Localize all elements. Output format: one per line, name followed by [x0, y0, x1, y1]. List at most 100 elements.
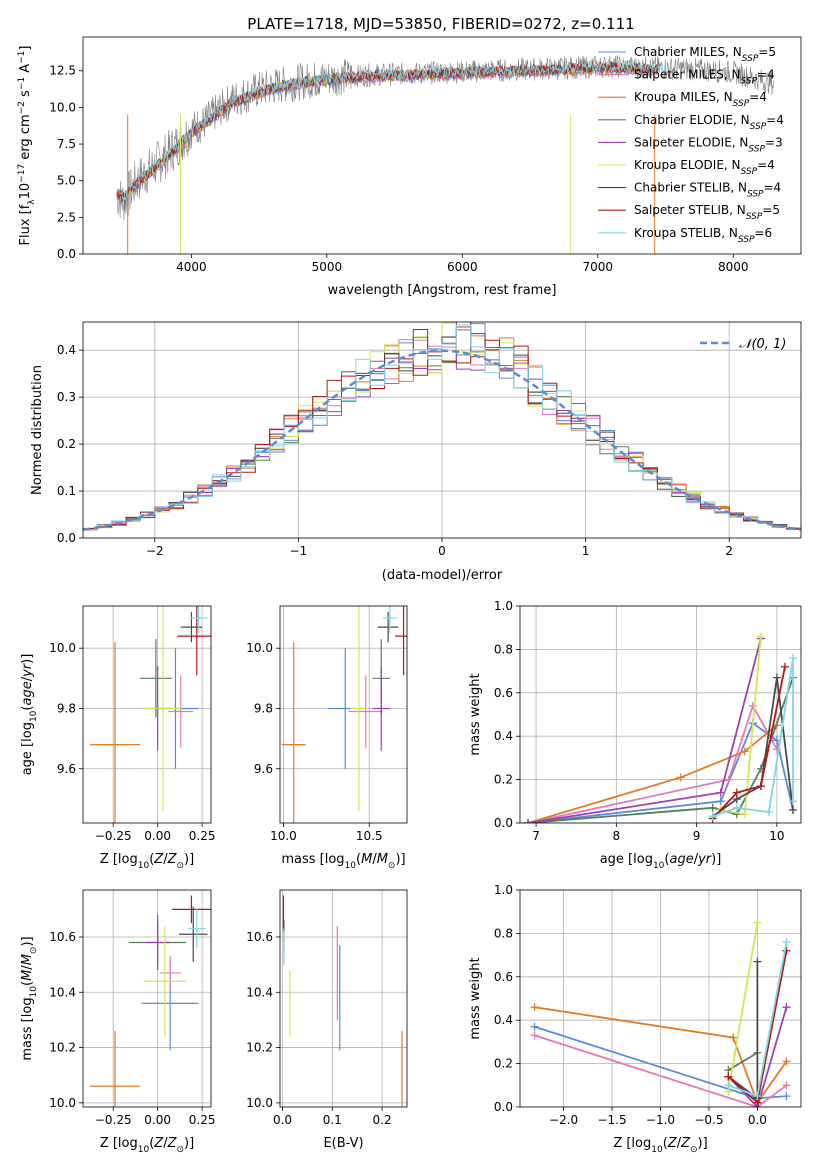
- errorbar-point: [189, 606, 208, 634]
- y-axis-label: age [log10(age/yr)]: [20, 654, 39, 776]
- x-tick-label: 5000: [312, 260, 343, 274]
- mass-weight-marker: [756, 782, 765, 791]
- label-part: −1: [17, 77, 27, 90]
- y-tick-label: 0.6: [494, 686, 513, 700]
- label-part: Chabrier STELIB, N: [634, 181, 747, 195]
- errorbar-point: [394, 606, 407, 676]
- x-tick-label: 10.5: [356, 829, 383, 843]
- y-tick-label: 0.2: [57, 437, 76, 451]
- panel-mass-vs-ebv: 0.0 0.1 0.2 10.0 10.2 10.4 10.6 E(B-V): [246, 889, 408, 1151]
- label-part: (: [356, 852, 361, 867]
- x-axis-label: Z [log10(Z/Z⊙)]: [613, 1136, 707, 1155]
- x-axis-label: Z [log10(Z/Z⊙)]: [100, 852, 194, 871]
- label-part: )]: [184, 852, 194, 867]
- label-part: Salpeter ELODIE, N: [634, 135, 748, 149]
- y-tick-label: 10.6: [246, 930, 273, 944]
- mass-weight-marker: [724, 1072, 733, 1081]
- x-tick-label: 10: [769, 829, 784, 843]
- x-tick-label: −0.5: [694, 1113, 723, 1127]
- label-part: SSP: [748, 144, 765, 154]
- x-tick-label: 8: [613, 829, 621, 843]
- label-part: age [log: [20, 722, 35, 775]
- label-part: Z: [167, 1136, 178, 1151]
- y-tick-label: 9.6: [254, 762, 273, 776]
- label-part: SSP: [750, 122, 767, 132]
- mass-weight-marker: [756, 632, 765, 641]
- errorbar-point: [145, 914, 171, 971]
- legend-entry: Chabrier MILES, NSSP=5: [634, 45, 776, 64]
- y-axis-label: mass weight: [468, 673, 483, 755]
- legend-entry: Chabrier STELIB, NSSP=4: [634, 181, 781, 200]
- x-axis-label: E(B-V): [323, 1136, 363, 1151]
- label-part: (: [149, 852, 154, 867]
- mass-weight-line: [712, 677, 794, 818]
- label-part: =5: [758, 45, 776, 59]
- label-part: 10: [345, 861, 357, 871]
- label-part: ⊙: [29, 947, 39, 955]
- y-tick-label: 0.8: [494, 642, 513, 656]
- label-part: =4: [764, 181, 782, 195]
- mass-weight-marker: [782, 938, 791, 947]
- label-part: yr: [20, 662, 35, 678]
- y-tick-label: 9.8: [254, 701, 273, 715]
- plot-area: [83, 890, 211, 1107]
- mass-weight-marker: [724, 1081, 733, 1090]
- y-tick-label: 10.2: [49, 1041, 76, 1055]
- x-tick-label: −2.0: [549, 1113, 578, 1127]
- x-tick-label: −2: [146, 544, 164, 558]
- label-part: Salpeter MILES, N: [634, 68, 741, 82]
- mass-weight-line: [527, 721, 794, 823]
- label-part: A: [18, 64, 33, 77]
- legend-entry: Kroupa STELIB, NSSP=6: [634, 226, 772, 245]
- label-part: M: [377, 852, 388, 867]
- x-tick-label: 10.0: [270, 829, 297, 843]
- mass-weight-marker: [780, 662, 789, 671]
- mass-weight-marker: [782, 1057, 791, 1066]
- label-part: erg cm: [18, 114, 33, 163]
- label-part: /: [20, 965, 35, 970]
- label-part: Kroupa STELIB, N: [634, 226, 738, 240]
- label-part: /: [694, 852, 699, 867]
- mass-weight-marker: [524, 819, 533, 823]
- label-part: −17: [17, 164, 27, 183]
- mass-weight-marker: [788, 805, 797, 814]
- mass-weight-marker: [772, 673, 781, 682]
- y-tick-label: 0.0: [57, 247, 76, 261]
- y-tick-label: 10.0: [49, 641, 76, 655]
- y-tick-label: 0.3: [57, 390, 76, 404]
- label-part: (: [664, 852, 669, 867]
- axes-frame: [82, 889, 212, 1108]
- errorbar-point: [372, 666, 390, 751]
- plot-area: [116, 55, 774, 254]
- mass-weight-marker: [782, 1092, 791, 1101]
- x-tick-label: −0.25: [95, 1113, 132, 1127]
- figure-title: PLATE=1718, MJD=53850, FIBERID=0272, z=0…: [247, 15, 634, 33]
- plot-area: [520, 606, 801, 823]
- plot-area: [83, 606, 211, 823]
- axes-frame: [279, 889, 408, 1108]
- x-tick-label: 0.00: [144, 1113, 171, 1127]
- legend-entry: Kroupa ELODIE, NSSP=4: [634, 158, 775, 177]
- legend-entry: Salpeter MILES, NSSP=4: [634, 68, 775, 87]
- y-tick-label: 10.4: [246, 985, 273, 999]
- y-tick-label: 10.0: [49, 1096, 76, 1110]
- errorbar-point: [168, 675, 194, 748]
- label-part: SSP: [747, 190, 764, 200]
- y-tick-label: 9.6: [57, 762, 76, 776]
- label-part: Kroupa ELODIE, N: [634, 158, 741, 172]
- label-part: Z [log: [100, 852, 138, 867]
- mass-weight-marker: [753, 957, 762, 966]
- y-tick-label: 0.6: [494, 970, 513, 984]
- errorbar-point: [348, 675, 383, 748]
- x-tick-label: 0.1: [323, 1113, 342, 1127]
- x-tick-label: 7000: [583, 260, 614, 274]
- label-part: 10: [653, 861, 665, 871]
- label-part: −1: [17, 51, 27, 64]
- y-tick-label: 10.4: [49, 985, 76, 999]
- y-tick-label: 0.4: [494, 729, 513, 743]
- label-part: (: [149, 1136, 154, 1151]
